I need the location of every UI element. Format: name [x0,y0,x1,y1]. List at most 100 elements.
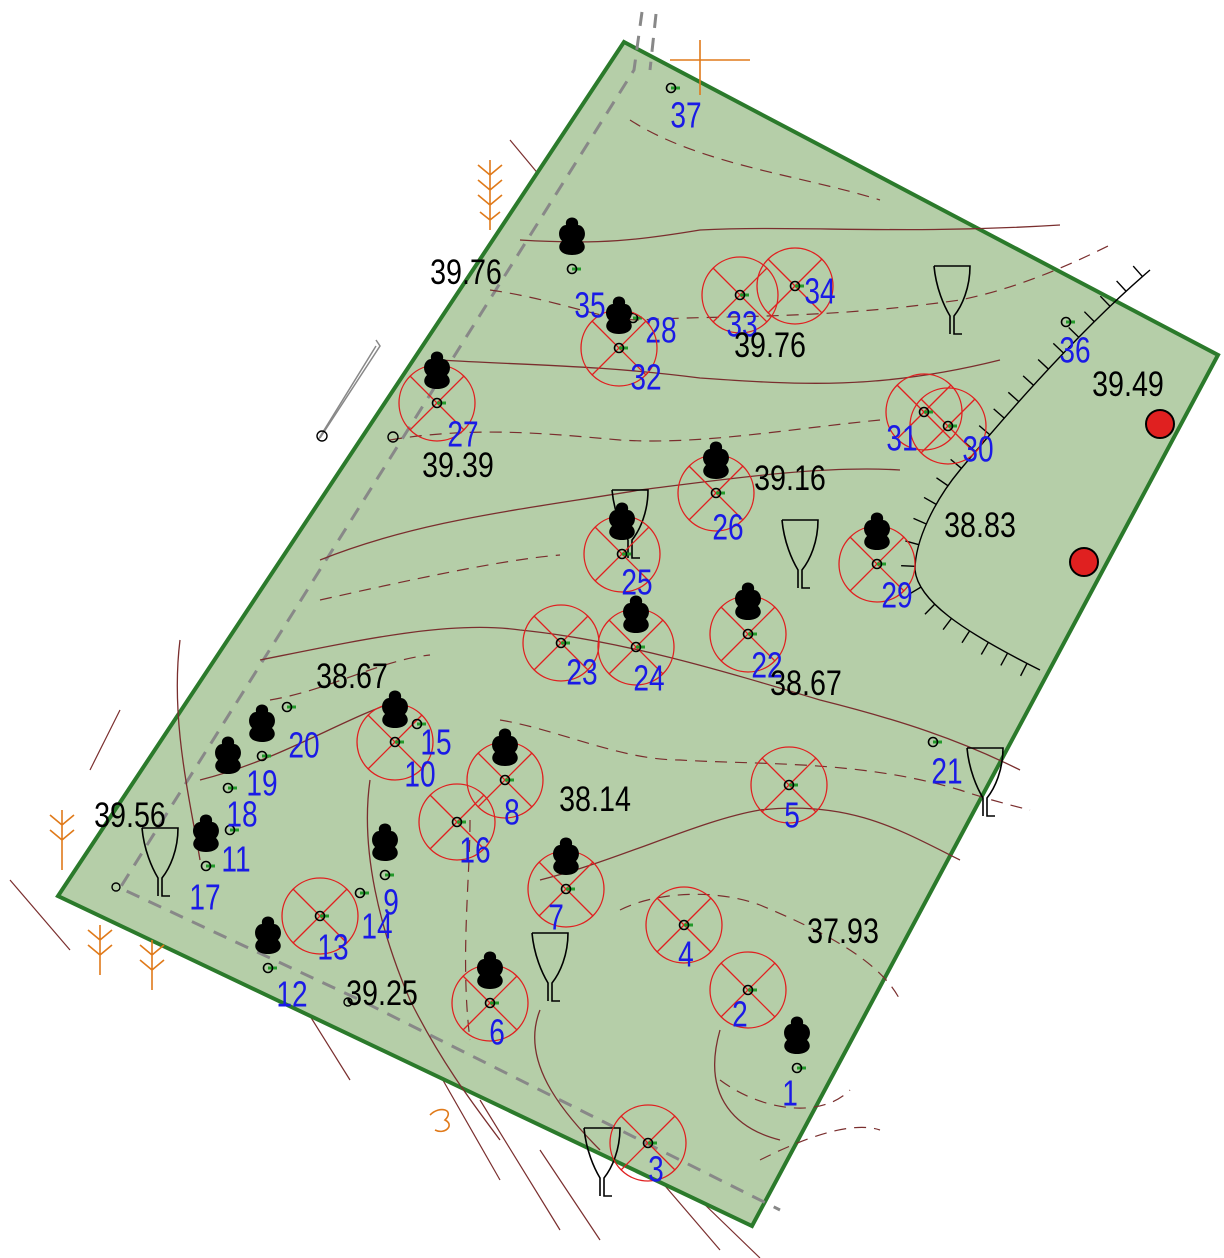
tree-28: 28 [618,260,677,350]
tree-17: 17 [189,814,221,917]
conifer-tree-icon [774,727,804,791]
tree-number-label: 20 [288,725,319,765]
tree-9: 9 [372,823,399,922]
tree-number-label: 8 [504,792,520,832]
conifer-tree-icon [1051,264,1081,328]
tree-number-label: 27 [447,414,478,454]
tree-4: 4 [645,867,723,974]
tree-number-label: 4 [678,934,694,974]
tree-number-label: 9 [383,882,399,922]
tree-10: 10 [356,690,436,794]
tree-25: 25 [583,502,661,602]
tree-20: 20 [272,649,320,765]
conifer-tree-icon [918,684,948,748]
tree-23: 23 [522,585,600,692]
conifer-tree-icon [669,867,699,931]
plot-boundary [55,39,1221,1229]
tree-22: 22 [709,582,787,685]
elevation-label: 39.76 [430,253,502,292]
tree-12: 12 [255,916,308,1014]
tree-15: 15 [397,672,452,762]
tree-number-label: 11 [221,839,250,879]
deciduous-tree-icon [255,916,281,974]
tree-number-label: 13 [317,927,348,967]
tree-number-label: 30 [962,429,993,469]
elevation-label: 38.83 [944,506,1016,545]
boundary-dashed-line [117,11,781,1212]
tree-number-label: 10 [404,754,435,794]
tree-number-label: 17 [189,877,220,917]
elevation-label: 39.25 [346,974,418,1013]
elevation-label: 39.39 [422,446,494,485]
tree-number-label: 1 [782,1073,798,1113]
orange-symbols [49,40,750,1133]
outside-gray-lines [317,339,381,441]
tree-number-label: 21 [931,751,962,791]
elevation-label: 37.93 [807,912,879,951]
deciduous-tree-icon [424,351,450,409]
tree-number-label: 33 [726,304,757,344]
tree-26: 26 [677,441,755,547]
tree-number-label: 16 [459,830,490,870]
tree-29: 29 [838,512,916,615]
tree-1: 1 [782,1016,810,1113]
deciduous-tree-icon [609,502,635,560]
deciduous-tree-icon [559,217,585,275]
tree-number-label: 25 [621,562,652,602]
tree-number-label: 37 [670,95,701,135]
tree-36: 36 [1051,264,1091,370]
birch-tree-icon [210,778,248,836]
conifer-tree-icon [345,835,375,899]
elevation-label: 39.49 [1092,365,1164,404]
tree-21: 21 [918,684,963,791]
conifer-tree-icon [733,932,763,996]
conifer-tree-icon [656,30,686,94]
deciduous-tree-icon [492,728,518,786]
deciduous-tree-icon [193,814,219,872]
deciduous-tree-icon [864,512,890,570]
tree-number-label: 34 [804,271,835,311]
tree-number-label: 26 [712,507,743,547]
tree-number-label: 6 [489,1012,505,1052]
tree-number-label: 29 [881,575,912,615]
tree-number-label: 31 [886,418,917,458]
birch-tree-icon [397,672,435,730]
conifer-tree-icon [546,585,576,649]
tree-19: 19 [246,704,278,803]
tree-3: 3 [609,1085,687,1189]
deciduous-tree-icon [372,823,398,881]
tree-2: 2 [709,932,787,1034]
tree-27: 27 [398,351,479,454]
conifer-tree-icon [725,237,755,301]
tree-5: 5 [750,727,828,835]
tree-number-label: 5 [784,795,800,835]
tree-24: 24 [597,595,675,698]
deciduous-tree-icon [606,296,632,354]
deciduous-tree-icon [784,1016,810,1074]
deciduous-tree-icon [735,582,761,640]
tree-35: 35 [559,217,606,325]
deciduous-tree-icon [623,595,649,653]
conifer-tree-icon [633,1085,663,1149]
embankment-hatching [901,265,1151,677]
conifer-tree-icon [909,354,939,418]
tree-37: 37 [656,30,702,135]
tree-34: 34 [756,228,836,325]
tree-32: 32 [580,296,662,397]
deciduous-tree-icon [249,704,275,762]
tree-18: 18 [215,736,258,834]
tree-11: 11 [210,778,251,879]
deciduous-tree-icon [215,736,241,794]
tree-33: 33 [701,237,779,344]
elevation-label: 39.56 [94,796,166,835]
birch-tree-icon [928,374,966,432]
tree-number-label: 3 [648,1149,664,1189]
tree-number-label: 24 [633,658,664,698]
tree-number-label: 35 [574,285,605,325]
elevation-label: 38.14 [559,780,631,819]
elevation-label: 38.67 [770,664,842,703]
conifer-tree-icon [272,649,302,713]
tree-number-label: 2 [732,994,748,1034]
